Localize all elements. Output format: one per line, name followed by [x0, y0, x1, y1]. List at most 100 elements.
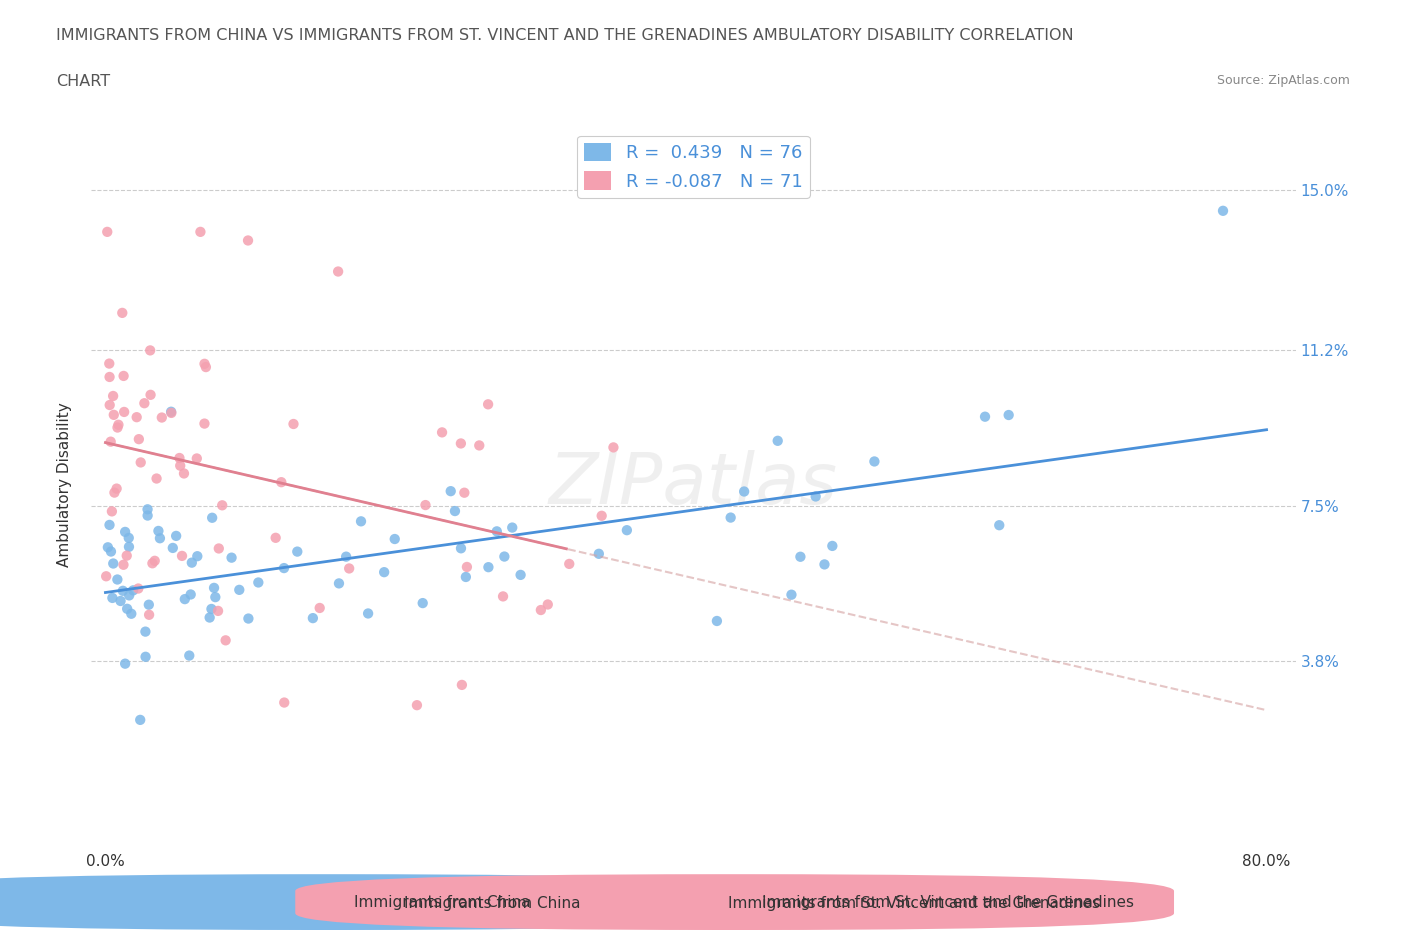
Point — [273, 695, 295, 710]
Point — [101, 591, 124, 605]
Legend: R =  0.439   N = 76, R = -0.087   N = 71: R = 0.439 N = 76, R = -0.087 N = 71 — [576, 136, 810, 198]
Point — [103, 407, 125, 422]
Point — [118, 530, 141, 545]
Point — [118, 539, 141, 554]
Point — [114, 657, 136, 671]
Point — [134, 624, 156, 639]
Point — [112, 557, 135, 572]
Point — [98, 356, 121, 371]
Point — [821, 538, 844, 553]
Point — [766, 433, 789, 448]
Point — [789, 550, 811, 565]
Point — [444, 504, 467, 519]
Point — [494, 549, 516, 564]
Point — [136, 508, 159, 523]
Point — [100, 434, 122, 449]
Point — [193, 356, 215, 371]
Point — [221, 551, 243, 565]
Point — [273, 561, 295, 576]
Text: Source: ZipAtlas.com: Source: ZipAtlas.com — [1216, 74, 1350, 87]
Point — [198, 610, 221, 625]
Point — [211, 498, 233, 512]
Point — [138, 607, 160, 622]
Point — [1212, 204, 1234, 219]
Point — [100, 544, 122, 559]
Point — [127, 581, 149, 596]
Point — [111, 305, 134, 320]
Point — [350, 514, 373, 529]
Point — [107, 418, 129, 432]
Point — [107, 420, 129, 435]
Point — [302, 611, 325, 626]
Point — [357, 606, 380, 621]
Point — [406, 698, 429, 712]
Point — [328, 576, 350, 591]
Point — [509, 567, 531, 582]
Point — [105, 481, 128, 496]
Point — [139, 388, 162, 403]
Point — [170, 549, 193, 564]
Point — [530, 603, 553, 618]
Point — [98, 369, 121, 384]
Point — [115, 602, 138, 617]
FancyBboxPatch shape — [0, 874, 766, 930]
Point — [165, 528, 187, 543]
Point — [110, 593, 132, 608]
Point — [453, 485, 475, 500]
Point — [238, 611, 260, 626]
Point — [169, 450, 191, 465]
Point — [616, 523, 638, 538]
Point — [114, 525, 136, 539]
Point — [208, 541, 231, 556]
Point — [179, 648, 201, 663]
Point — [143, 553, 166, 568]
Point — [485, 524, 508, 538]
Point — [105, 572, 128, 587]
Point — [236, 233, 259, 248]
Point — [202, 580, 225, 595]
Point — [118, 588, 141, 603]
Point — [733, 484, 755, 498]
Point — [96, 569, 118, 584]
Point — [111, 583, 134, 598]
Point — [430, 425, 453, 440]
Point — [492, 589, 515, 604]
Point — [150, 410, 173, 425]
Point — [804, 489, 827, 504]
Point — [141, 556, 163, 571]
Point — [115, 548, 138, 563]
Point — [160, 405, 183, 420]
Point — [139, 343, 162, 358]
Point — [173, 466, 195, 481]
Point — [138, 597, 160, 612]
Point — [103, 556, 125, 571]
Point — [112, 405, 135, 419]
Point — [373, 565, 395, 579]
Point — [780, 587, 803, 602]
Point — [145, 472, 167, 486]
Point — [720, 511, 742, 525]
Point — [214, 633, 236, 648]
Point — [135, 649, 157, 664]
Point — [588, 546, 610, 561]
Point — [456, 560, 478, 575]
Text: Immigrants from St. Vincent and the Grenadines: Immigrants from St. Vincent and the Gren… — [762, 895, 1135, 910]
Point — [591, 509, 613, 524]
Point — [337, 561, 360, 576]
Point — [193, 416, 215, 431]
Text: Immigrants from China: Immigrants from China — [354, 895, 531, 910]
Point — [477, 397, 499, 412]
Point — [997, 407, 1019, 422]
Point — [450, 436, 472, 451]
Point — [335, 550, 357, 565]
Point — [134, 396, 156, 411]
Text: CHART: CHART — [56, 74, 110, 89]
Point — [97, 539, 120, 554]
Point — [129, 455, 152, 470]
Point — [201, 511, 224, 525]
Point — [285, 544, 308, 559]
Point — [194, 360, 217, 375]
Point — [283, 417, 305, 432]
Point — [207, 604, 229, 618]
Point — [602, 440, 624, 455]
